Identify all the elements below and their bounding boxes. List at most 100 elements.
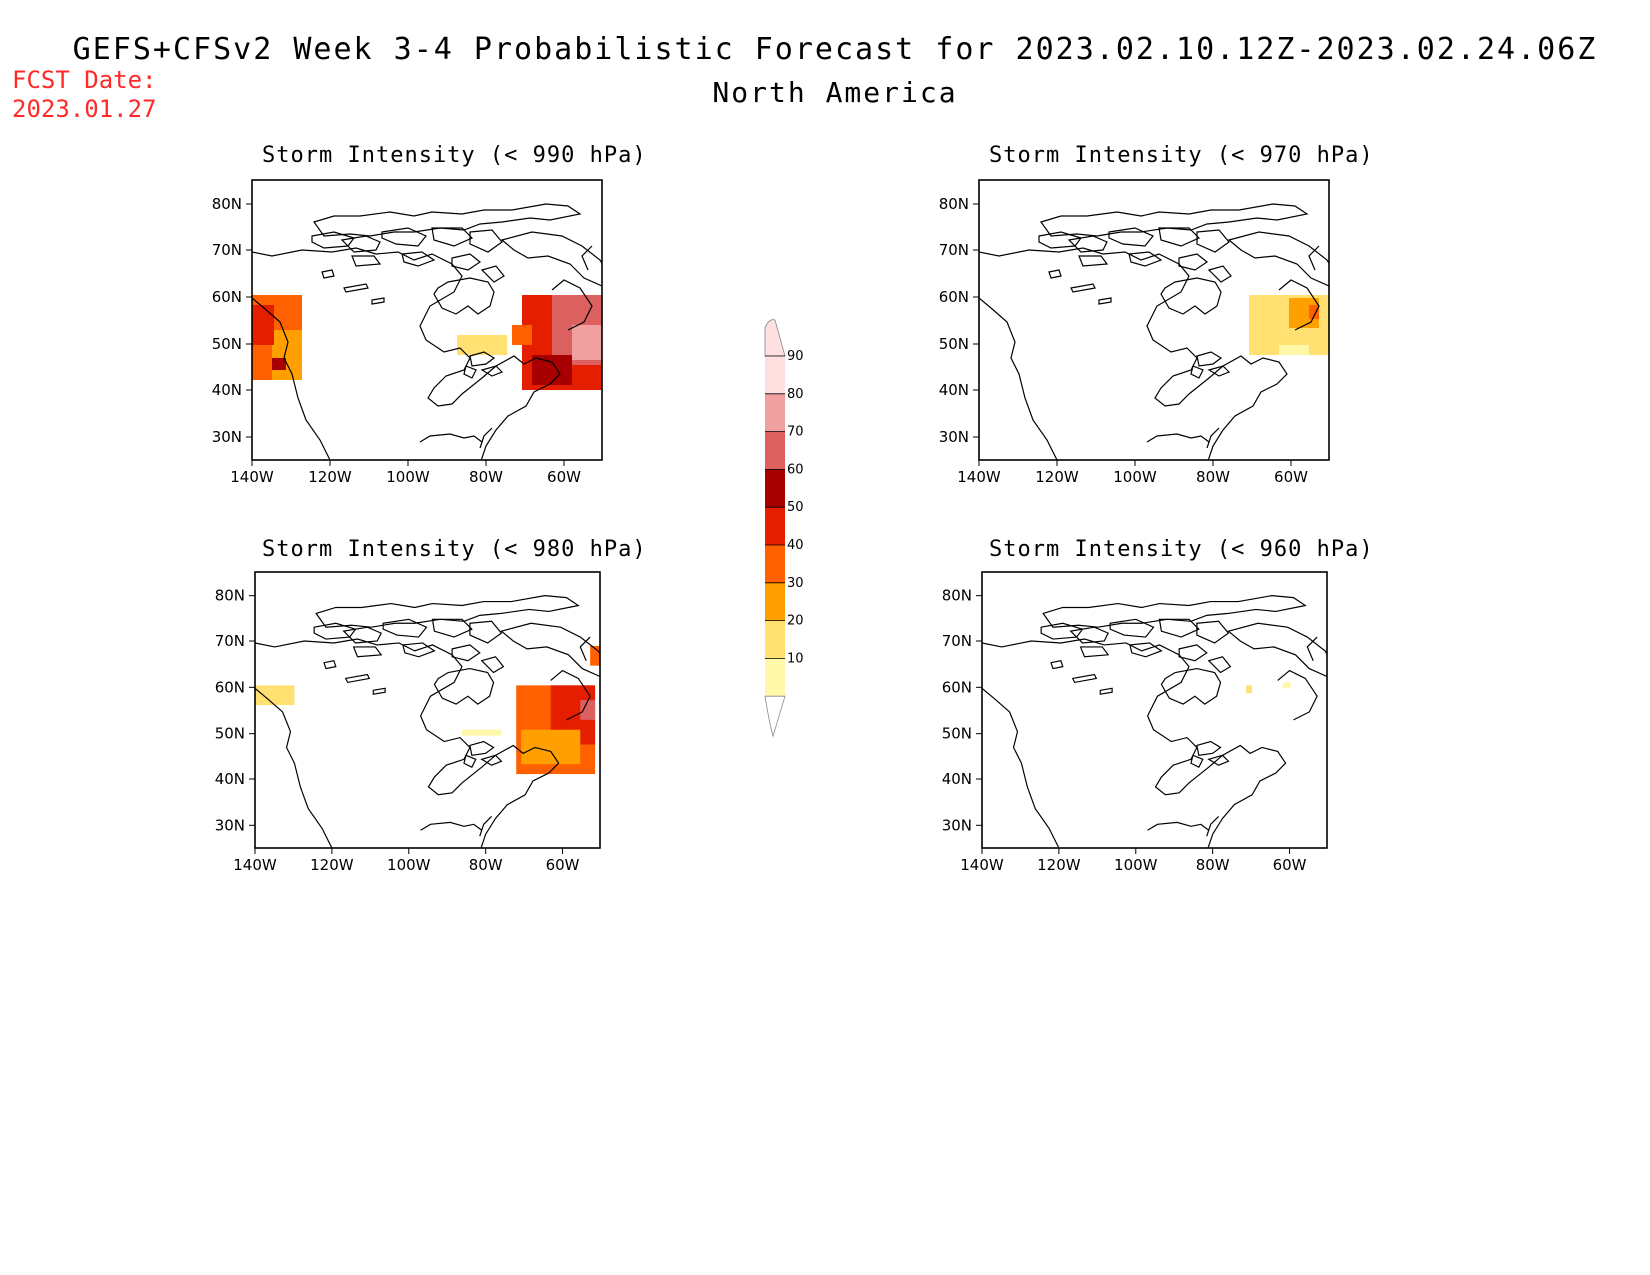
lon-label: 100W [1114, 856, 1158, 874]
coastline [979, 203, 1329, 460]
lon-label: 100W [387, 856, 431, 874]
probability-shading [1279, 345, 1309, 355]
lon-label: 140W [957, 468, 1001, 486]
lon-label: 140W [960, 856, 1004, 874]
colorbar-segment [765, 356, 785, 394]
lon-label: 80W [469, 856, 503, 874]
lat-label: 80N [215, 587, 245, 605]
probability-shading [521, 729, 581, 765]
panel-title-970: Storm Intensity (< 970 hPa) [989, 143, 1374, 168]
colorbar-segment [765, 469, 785, 508]
lon-label: 80W [1196, 856, 1230, 874]
colorbar-label: 10 [787, 651, 804, 666]
probability-shading [272, 330, 302, 380]
lat-label: 70N [215, 632, 245, 650]
probability-shading [512, 325, 532, 345]
lon-label: 100W [386, 468, 430, 486]
colorbar-top-extension [764, 319, 786, 357]
probability-shading [255, 685, 295, 706]
colorbar-segment [765, 545, 785, 583]
probability-shading [272, 358, 286, 370]
lat-label: 80N [212, 195, 242, 213]
probability-shading [252, 305, 274, 345]
colorbar-segment [765, 658, 785, 697]
probability-shading [532, 355, 572, 385]
lat-label: 60N [939, 288, 969, 306]
panel-title-960: Storm Intensity (< 960 hPa) [989, 537, 1374, 562]
figure-subtitle: North America [712, 76, 958, 109]
lat-label: 70N [942, 632, 972, 650]
lat-label: 30N [215, 816, 245, 834]
probability-shading [1309, 305, 1319, 319]
probability-shading [602, 250, 612, 275]
lat-label: 80N [942, 587, 972, 605]
map-panel-970: 80N 70N 60N 50N 40N 30N 140W 120W 100W 80W 60W [939, 179, 1330, 486]
probability-shading [1246, 685, 1253, 694]
lat-label: 60N [215, 678, 245, 696]
lat-label: 40N [215, 770, 245, 788]
fcst-date-label: FCST Date: 2023.01.27 [12, 66, 157, 124]
probability-shading [580, 700, 596, 720]
colorbar-label: 80 [787, 387, 804, 402]
panel-title-990: Storm Intensity (< 990 hPa) [262, 143, 647, 168]
lon-label: 60W [1273, 856, 1307, 874]
map-plot-area [252, 203, 612, 460]
probability-shading [462, 729, 502, 736]
lon-label: 120W [310, 856, 354, 874]
colorbar-label: 70 [787, 425, 804, 440]
lat-label: 60N [212, 288, 242, 306]
colorbar: 90 80 70 60 50 40 30 20 10 [764, 319, 804, 738]
lon-label: 80W [1196, 468, 1230, 486]
fcst-label: FCST Date: [12, 66, 157, 94]
lat-label: 30N [212, 428, 242, 446]
lat-label: 40N [212, 381, 242, 399]
colorbar-segment [765, 393, 785, 432]
probability-shading [572, 325, 602, 360]
lat-label: 50N [942, 725, 972, 743]
lat-label: 70N [939, 241, 969, 259]
map-frame [981, 571, 1328, 849]
coastline [982, 595, 1327, 848]
map-panel-990: 80N 70N 60N 50N 40N 30N 140W 120W 100W 80W 60W [212, 179, 612, 486]
map-frame [254, 571, 601, 849]
fcst-date: 2023.01.27 [12, 95, 157, 123]
lon-label: 100W [1113, 468, 1157, 486]
lat-label: 30N [939, 428, 969, 446]
lon-label: 60W [547, 468, 581, 486]
colorbar-segment [765, 507, 785, 545]
figure-title: GEFS+CFSv2 Week 3-4 Probabilistic Foreca… [72, 32, 1598, 67]
colorbar-label: 50 [787, 500, 804, 515]
colorbar-label: 30 [787, 576, 804, 591]
lat-label: 40N [939, 381, 969, 399]
colorbar-label: 90 [787, 349, 804, 364]
probability-shading [457, 335, 507, 355]
lat-label: 50N [215, 725, 245, 743]
lon-label: 60W [1274, 468, 1308, 486]
probability-shading [1282, 682, 1291, 689]
map-frame [978, 179, 1330, 461]
colorbar-label: 40 [787, 538, 804, 553]
map-panel-960: 80N 70N 60N 50N 40N 30N 140W 120W 100W 80W 60W [942, 571, 1328, 874]
colorbar-label: 20 [787, 614, 804, 629]
lon-label: 120W [1035, 468, 1079, 486]
lat-label: 70N [212, 241, 242, 259]
lon-label: 140W [230, 468, 274, 486]
map-plot-area [255, 595, 600, 848]
lon-label: 60W [546, 856, 580, 874]
lat-label: 60N [942, 678, 972, 696]
colorbar-segment [765, 431, 785, 470]
map-frame [251, 179, 603, 461]
colorbar-label: 60 [787, 462, 804, 477]
map-panel-980: 80N 70N 60N 50N 40N 30N 140W 120W 100W 80W 60W [215, 571, 601, 874]
lon-label: 120W [1037, 856, 1081, 874]
map-plot-area [982, 595, 1327, 848]
lat-label: 80N [939, 195, 969, 213]
colorbar-segment [765, 620, 785, 659]
lat-label: 40N [942, 770, 972, 788]
colorbar-bottom-extension [764, 695, 786, 738]
lat-label: 30N [942, 816, 972, 834]
lon-label: 80W [469, 468, 503, 486]
panel-title-980: Storm Intensity (< 980 hPa) [262, 537, 647, 562]
lon-label: 140W [233, 856, 277, 874]
